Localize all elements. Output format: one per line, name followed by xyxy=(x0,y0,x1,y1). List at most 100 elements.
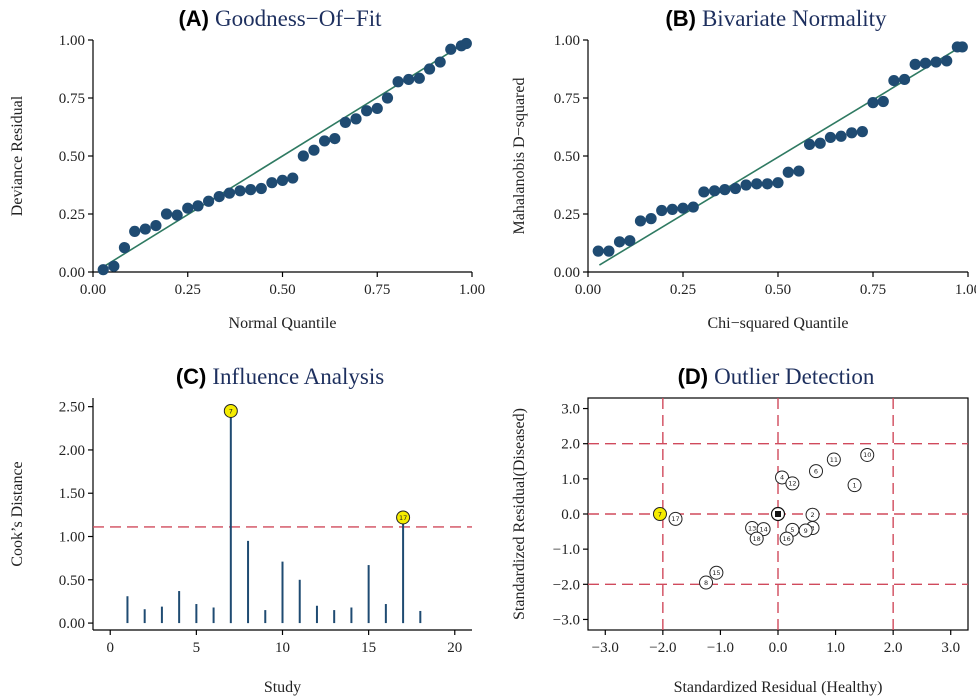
x-tick-label: 0.0 xyxy=(769,640,788,656)
y-tick-label: 3.0 xyxy=(561,402,580,418)
point-label: 2 xyxy=(810,511,814,519)
x-tick-label: −2.0 xyxy=(649,640,676,656)
data-point xyxy=(749,531,764,546)
data-point xyxy=(867,97,879,109)
data-point xyxy=(785,476,800,491)
panel-title-text: Bivariate Normality xyxy=(702,6,887,31)
panel-letter: (B) xyxy=(665,6,696,31)
x-tick-label: 20 xyxy=(447,640,462,656)
x-tick-label: 1.00 xyxy=(459,282,485,298)
data-point xyxy=(308,144,320,156)
point-label: 7 xyxy=(658,510,662,518)
x-tick-label: 0.75 xyxy=(364,282,390,298)
data-point xyxy=(729,182,742,195)
point-label: 15 xyxy=(712,569,720,577)
y-tick-label: 1.00 xyxy=(59,33,85,49)
panel-letter: (A) xyxy=(178,6,209,31)
y-tick-label: 0.00 xyxy=(554,265,580,281)
x-tick-label: 0.25 xyxy=(670,282,696,298)
data-point xyxy=(223,187,236,199)
data-point xyxy=(877,95,889,108)
y-tick-label: 0.00 xyxy=(59,616,85,632)
data-point xyxy=(941,55,953,67)
highlight-marker xyxy=(396,510,411,525)
data-point xyxy=(350,113,362,125)
data-point xyxy=(129,225,141,237)
data-point xyxy=(709,565,724,580)
data-point xyxy=(434,56,446,68)
data-point xyxy=(160,208,173,220)
y-tick-label: 1.00 xyxy=(59,530,85,546)
y-tick-label: 0.50 xyxy=(59,573,85,589)
data-point xyxy=(699,575,714,590)
data-point-center xyxy=(775,511,781,517)
highlight-label: 7 xyxy=(229,407,233,415)
y-tick-label: 0.0 xyxy=(561,507,580,523)
data-point xyxy=(898,73,911,86)
panel-b: (B) Bivariate Normality 0.00 0.25 0.50 0.75 1.… xyxy=(511,6,976,332)
data-point xyxy=(798,523,813,538)
data-point xyxy=(150,220,162,232)
panel-title: (C) Influence Analysis xyxy=(176,364,384,389)
y-tick-label: 0.75 xyxy=(59,91,85,107)
data-point xyxy=(329,133,341,145)
data-point xyxy=(287,172,299,184)
data-point xyxy=(909,58,921,70)
x-axis-label: Chi−squared Quantile xyxy=(708,315,849,332)
data-point xyxy=(403,73,415,86)
panel-letter: (C) xyxy=(176,364,207,389)
data-point xyxy=(719,184,731,196)
data-point xyxy=(624,235,636,247)
data-point xyxy=(339,116,352,128)
point-label: 4 xyxy=(780,474,784,482)
data-point xyxy=(592,245,604,257)
y-tick-label: 1.50 xyxy=(59,486,85,502)
data-point xyxy=(708,185,721,197)
x-tick-label: 5 xyxy=(193,640,201,656)
panel-a: (A) Goodness−Of−Fit 0.00 0.25 0.50 0.75 1.00 0.… xyxy=(9,6,485,332)
y-tick-label: 0.25 xyxy=(59,207,85,223)
point-label: 17 xyxy=(671,515,679,523)
x-tick-label: 3.0 xyxy=(941,640,960,656)
data-point xyxy=(677,202,689,214)
point-label: 5 xyxy=(790,526,794,534)
panel-title-text: Influence Analysis xyxy=(212,364,384,389)
y-tick-label: 1.00 xyxy=(554,33,580,49)
y-tick-label: 2.0 xyxy=(561,437,580,453)
data-point xyxy=(826,452,841,467)
x-tick-label: 15 xyxy=(361,640,376,656)
x-tick-label: 0.75 xyxy=(860,282,886,298)
x-tick-label: 0.50 xyxy=(765,282,791,298)
data-point xyxy=(666,203,678,215)
y-tick-label: 0.75 xyxy=(554,91,580,107)
point-label: 16 xyxy=(782,535,790,543)
point-label: 3 xyxy=(810,524,814,532)
data-point xyxy=(171,209,183,221)
data-point xyxy=(888,75,900,87)
data-point xyxy=(423,63,436,75)
data-point xyxy=(413,72,425,84)
data-point xyxy=(782,166,794,178)
data-point xyxy=(361,105,373,117)
data-point xyxy=(613,236,626,248)
data-point xyxy=(108,260,120,272)
x-axis-label: Standardized Residual (Healthy) xyxy=(674,679,883,696)
data-point xyxy=(245,184,257,196)
x-axis-label: Study xyxy=(264,679,301,696)
data-point xyxy=(182,202,194,214)
data-point xyxy=(634,215,647,227)
point-label: 10 xyxy=(863,451,871,459)
y-axis-label: Deviance Residual xyxy=(9,95,26,216)
panel-c: (C) Influence Analysis 0.00 0.50 1.00 1.50 2.0… xyxy=(9,364,472,696)
data-point xyxy=(756,522,771,537)
point-label: 1 xyxy=(853,481,857,489)
highlight-marker xyxy=(652,507,667,521)
data-point xyxy=(761,178,773,190)
data-point xyxy=(956,41,968,53)
reference-line xyxy=(598,48,958,266)
point-label: 9 xyxy=(804,527,808,535)
data-point xyxy=(371,102,383,115)
data-point xyxy=(698,186,710,198)
data-point xyxy=(192,200,204,212)
data-point xyxy=(118,242,131,254)
